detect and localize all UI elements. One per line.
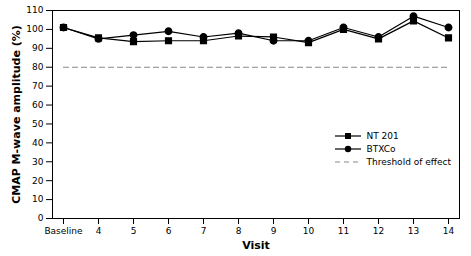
- svg-text:20: 20: [32, 176, 44, 186]
- svg-text:4: 4: [96, 226, 102, 236]
- svg-text:100: 100: [26, 24, 43, 34]
- svg-text:50: 50: [32, 119, 44, 129]
- svg-text:9: 9: [271, 226, 277, 236]
- svg-text:70: 70: [32, 81, 44, 91]
- svg-text:7: 7: [201, 226, 207, 236]
- html-text:NT 201: NT 201: [366, 131, 399, 141]
- svg-text:6: 6: [166, 226, 172, 236]
- svg-text:40: 40: [32, 138, 44, 148]
- svg-text:30: 30: [32, 157, 44, 167]
- svg-text:0: 0: [38, 213, 44, 223]
- svg-text:Visit: Visit: [242, 239, 270, 252]
- svg-text:80: 80: [32, 62, 44, 72]
- svg-text:10: 10: [303, 226, 315, 236]
- svg-text:5: 5: [131, 226, 137, 236]
- svg-text:110: 110: [26, 5, 43, 15]
- svg-text:CMAP M-wave amplitude (%): CMAP M-wave amplitude (%): [10, 25, 23, 204]
- svg-text:12: 12: [373, 226, 384, 236]
- svg-text:13: 13: [408, 226, 419, 236]
- svg-text:60: 60: [32, 100, 44, 110]
- html-text:BTXCo: BTXCo: [366, 144, 396, 154]
- svg-text:11: 11: [338, 226, 349, 236]
- svg-text:8: 8: [236, 226, 242, 236]
- svg-text:10: 10: [32, 194, 44, 204]
- html-text:Threshold of effect: Threshold of effect: [366, 157, 451, 167]
- svg-text:90: 90: [32, 43, 44, 53]
- svg-text:14: 14: [443, 226, 455, 236]
- svg-text:Baseline: Baseline: [44, 226, 83, 236]
